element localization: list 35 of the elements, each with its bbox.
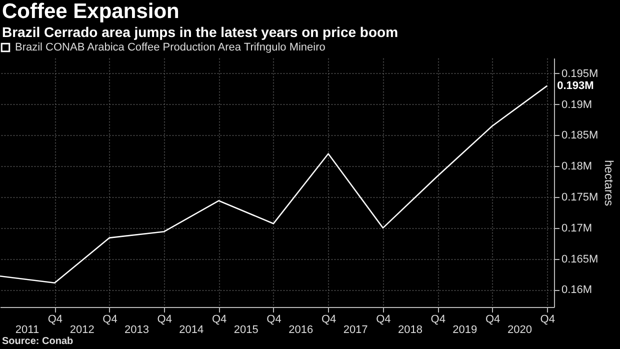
line-series	[0, 85, 548, 284]
x-tick-label: Q4	[157, 314, 172, 326]
legend-label: Brazil CONAB Arabica Coffee Production Area Trifngulo Mineiro	[15, 42, 326, 54]
y-tick-label: 0.165M	[562, 253, 598, 266]
y-tick-label: 0.18M	[562, 160, 592, 173]
text: 2017	[343, 324, 368, 336]
y-tick-label: 0.17M	[562, 222, 592, 234]
x-tick-label: Q4	[321, 314, 336, 326]
x-tick-label: Q4	[102, 314, 118, 326]
text: 2020	[507, 324, 532, 336]
y-tick-label: 0.19M	[562, 98, 592, 111]
x-tick-label: Q4	[266, 314, 282, 326]
source-note: Source: Conab	[2, 336, 74, 348]
text: 2012	[70, 324, 94, 336]
y-tick-label: 0.175M	[562, 192, 598, 204]
x-tick-label: Q4	[540, 314, 555, 326]
y-tick-label: 0.16M	[562, 284, 592, 296]
text: 2016	[288, 324, 314, 336]
x-tick-label: Q4	[48, 314, 63, 326]
chart-subtitle: Brazil Cerrado area jumps in the latest years on price boom	[2, 24, 398, 40]
x-tick-label: Q4	[430, 314, 446, 326]
y-axis-title: hectares	[602, 160, 616, 206]
x-tick-label: Q4	[212, 314, 227, 326]
y-tick-label: 0.185M	[562, 130, 598, 142]
annotation: 0.193M	[557, 80, 594, 92]
text: 2013	[124, 324, 149, 336]
y-tick-label: 0.195M	[562, 68, 598, 80]
x-tick-label: Q4	[485, 314, 500, 326]
text: 2019	[452, 324, 478, 336]
x-tick-label: Q4	[376, 314, 391, 326]
text: 2018	[398, 324, 422, 336]
text: 2011	[15, 324, 40, 336]
text: 2014	[179, 324, 204, 336]
text: 2015	[234, 324, 258, 336]
chart-title: Coffee Expansion	[2, 0, 180, 24]
